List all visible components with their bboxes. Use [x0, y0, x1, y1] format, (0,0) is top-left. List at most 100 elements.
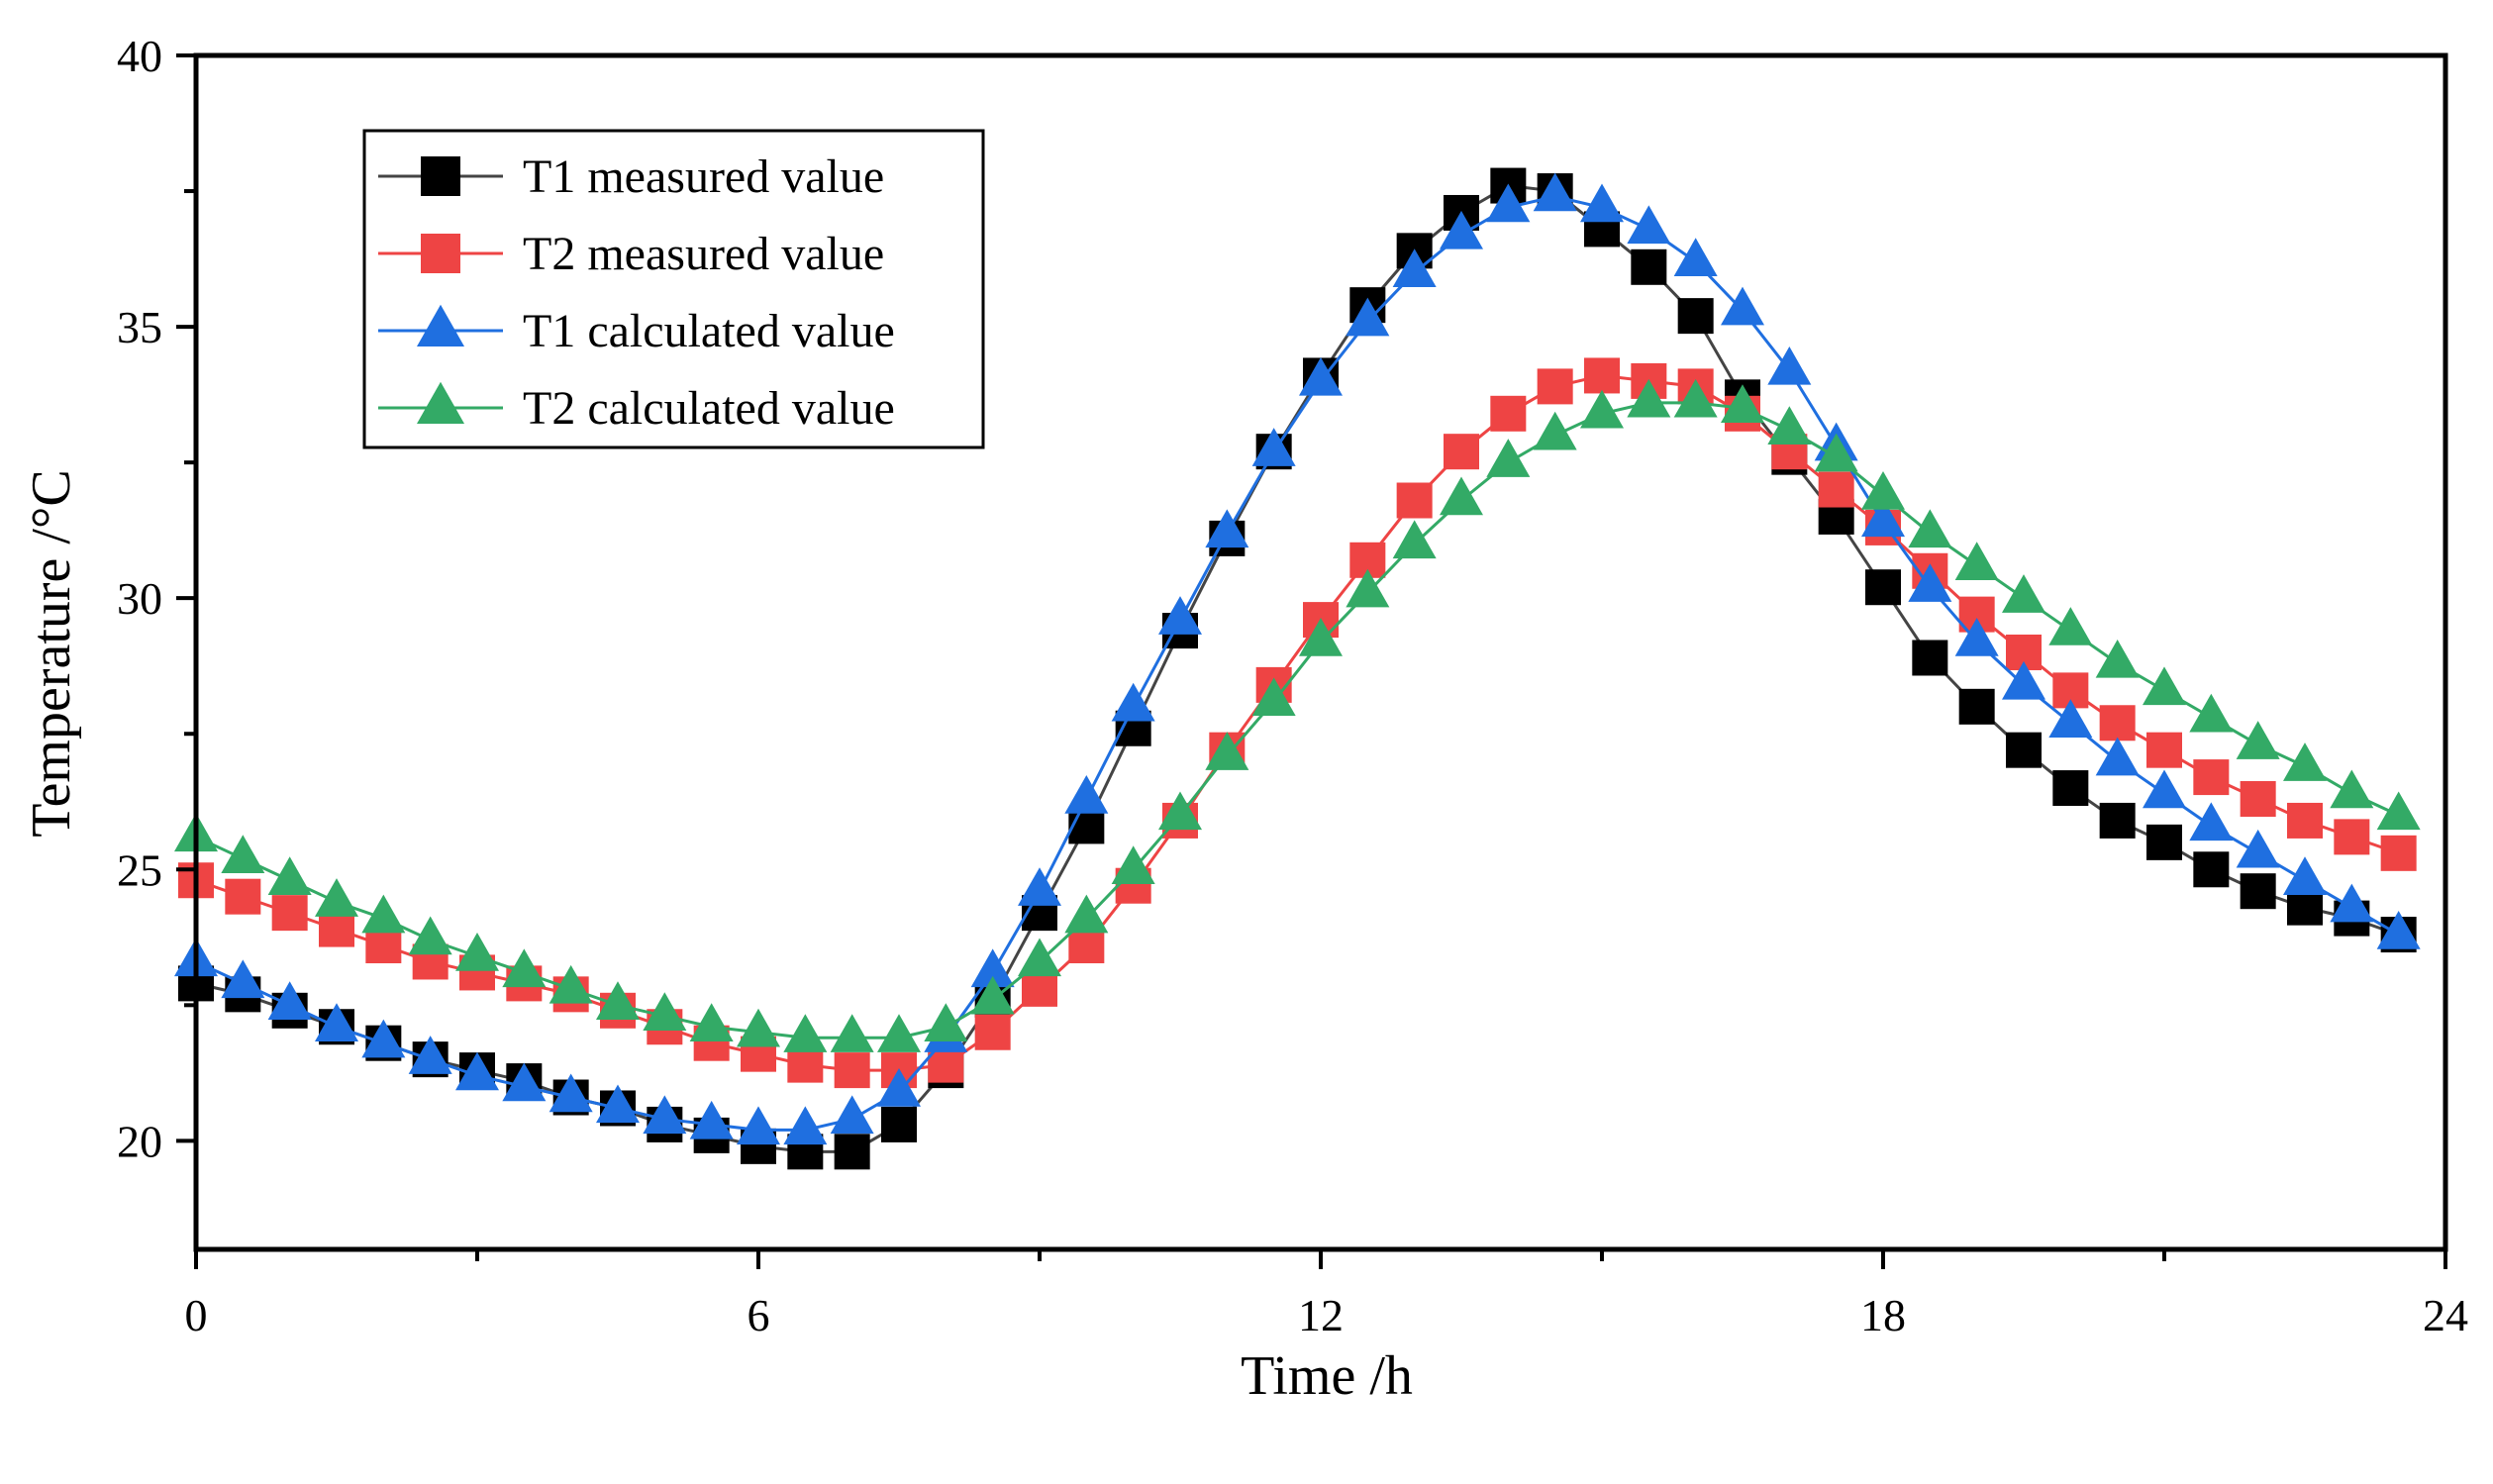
data-point: [1814, 433, 1858, 472]
data-point: [643, 992, 687, 1031]
data-point: [596, 1084, 640, 1124]
data-point: [877, 1014, 921, 1052]
legend-item: T2 calculated value: [378, 381, 895, 435]
data-point: [2287, 802, 2323, 839]
data-point: [1068, 928, 1105, 964]
data-point: [2189, 802, 2234, 841]
data-point: [1958, 688, 1995, 725]
data-point: [1111, 682, 1155, 722]
data-point: [1022, 970, 1057, 1007]
data-point: [1018, 867, 1061, 906]
data-point: [502, 948, 547, 988]
data-point: [1721, 286, 1764, 326]
data-point: [408, 1036, 452, 1074]
data-point: [787, 1046, 824, 1083]
data-point: [1068, 808, 1105, 844]
data-point: [2330, 883, 2374, 923]
data-point: [455, 932, 499, 971]
data-point: [830, 1095, 874, 1135]
data-point: [2099, 802, 2136, 839]
data-point: [2143, 769, 2186, 809]
series-2: [178, 357, 2417, 1089]
data-point: [1205, 509, 1249, 548]
series-layer: [174, 167, 2421, 1170]
data-point: [548, 1073, 593, 1113]
data-point: [1392, 248, 1437, 287]
legend-box: [362, 129, 985, 449]
data-point: [970, 975, 1015, 1015]
data-point: [783, 1106, 828, 1145]
data-point: [877, 1068, 921, 1107]
data-point: [1486, 439, 1531, 477]
data-point: [2048, 699, 2093, 738]
data-point: [2002, 574, 2045, 613]
data-point: [1251, 428, 1296, 466]
data-point: [1346, 297, 1390, 337]
data-point: [1396, 482, 1433, 519]
data-point: [1673, 238, 1718, 277]
data-point: [361, 1019, 406, 1058]
legend-item: T1 measured value: [378, 150, 884, 203]
legend-marker: [421, 156, 460, 196]
data-point: [2330, 769, 2374, 809]
data-point: [1533, 172, 1577, 212]
data-point: [2146, 732, 2182, 768]
data-point: [365, 928, 402, 964]
data-point: [830, 1014, 874, 1052]
legend-label: T2 measured value: [523, 228, 884, 280]
y-tick-label: 25: [117, 844, 162, 895]
data-point: [1158, 596, 1202, 635]
series-3: [174, 172, 2421, 1145]
data-point: [1631, 248, 1667, 285]
data-point: [1490, 395, 1527, 432]
data-point: [1158, 791, 1202, 831]
y-axis-title: Temperature /°C: [21, 469, 82, 837]
data-point: [221, 835, 265, 874]
data-point: [2189, 693, 2234, 733]
data-point: [596, 981, 640, 1021]
x-tick-label: 24: [2423, 1290, 2468, 1340]
data-point: [1299, 356, 1343, 396]
x-tick-label: 12: [1298, 1290, 1344, 1340]
data-point: [1954, 542, 1999, 581]
x-tick-label: 0: [185, 1290, 208, 1340]
data-point: [970, 948, 1015, 988]
data-point: [1721, 384, 1764, 424]
data-point: [267, 856, 312, 895]
x-tick-label: 6: [748, 1290, 770, 1340]
data-point: [2376, 791, 2421, 831]
data-point: [1627, 205, 1671, 245]
data-point: [1533, 411, 1577, 450]
data-point: [783, 1014, 828, 1052]
data-point: [315, 878, 358, 917]
data-point: [2236, 829, 2280, 868]
legend-item: T2 measured value: [378, 228, 884, 280]
legend-label: T1 calculated value: [523, 305, 895, 357]
data-point: [1580, 183, 1624, 223]
legend-item: T1 calculated value: [378, 304, 895, 357]
data-point: [2048, 607, 2093, 645]
data-point: [1392, 520, 1437, 559]
data-point: [2146, 824, 2182, 860]
data-point: [2193, 851, 2230, 888]
data-point: [2099, 705, 2136, 742]
data-point: [737, 1106, 780, 1145]
data-point: [1865, 569, 1901, 606]
data-point: [225, 878, 261, 915]
data-point: [924, 1003, 968, 1041]
data-point: [1627, 378, 1671, 418]
data-point: [881, 1106, 917, 1142]
y-tick-label: 30: [117, 573, 162, 624]
data-point: [2240, 873, 2276, 910]
data-point: [361, 894, 406, 934]
data-point: [1440, 210, 1483, 249]
data-point: [1537, 368, 1573, 405]
data-point: [271, 895, 308, 932]
data-point: [1954, 618, 1999, 656]
data-point: [1111, 845, 1155, 884]
data-point: [1908, 563, 1952, 602]
data-point: [2095, 737, 2140, 776]
data-point: [2052, 770, 2089, 807]
